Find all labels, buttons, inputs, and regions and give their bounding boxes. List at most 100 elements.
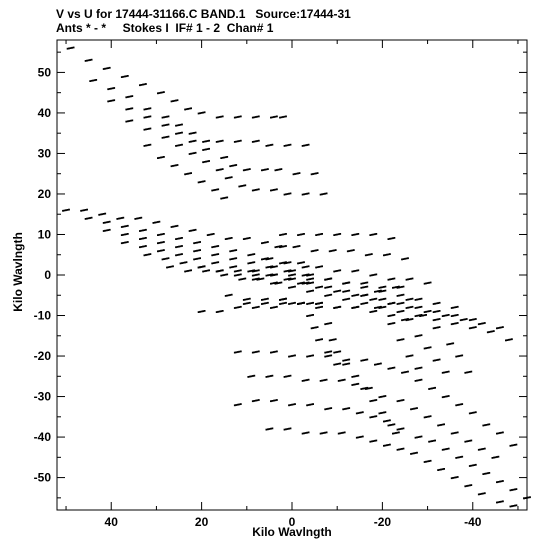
uv-point xyxy=(102,228,111,232)
uv-point xyxy=(437,423,445,427)
uv-point xyxy=(378,395,387,399)
uv-point xyxy=(270,305,278,309)
x-tick-label: 20 xyxy=(195,515,209,529)
uv-point xyxy=(333,305,342,309)
uv-point xyxy=(509,488,518,492)
uv-point xyxy=(256,277,265,281)
uv-point xyxy=(251,269,260,273)
uv-point xyxy=(274,168,283,172)
uv-point xyxy=(98,212,107,216)
uv-point xyxy=(202,139,210,143)
uv-point xyxy=(319,192,328,196)
uv-point xyxy=(283,427,292,431)
uv-point xyxy=(450,314,459,317)
uv-point xyxy=(374,362,382,366)
uv-point xyxy=(505,338,513,342)
uv-point xyxy=(220,156,229,159)
uv-point xyxy=(374,305,382,309)
uv-point xyxy=(66,46,75,50)
uv-point xyxy=(410,407,418,411)
y-tick-label: -50 xyxy=(34,471,52,485)
uv-point xyxy=(211,253,220,257)
uv-point xyxy=(265,427,274,431)
uv-point xyxy=(387,277,396,281)
uv-point xyxy=(509,504,518,508)
uv-point xyxy=(405,297,414,301)
uv-point xyxy=(279,115,287,119)
uv-point xyxy=(378,285,387,289)
chart-title: V vs U for 17444-31166.C BAND.1 Source:1… xyxy=(56,7,351,21)
uv-point xyxy=(496,431,504,435)
uv-point xyxy=(378,411,387,415)
uv-point xyxy=(233,350,242,354)
uv-point xyxy=(242,301,251,305)
uv-point xyxy=(351,382,360,386)
y-tick-label: -10 xyxy=(34,309,52,323)
uv-point xyxy=(184,107,192,111)
uv-point xyxy=(157,241,165,245)
uv-point xyxy=(84,216,93,220)
uv-point xyxy=(423,310,432,313)
x-axis-label: Kilo Wavlngth xyxy=(252,525,332,539)
uv-point xyxy=(197,265,206,269)
uv-point xyxy=(242,297,251,301)
uv-point xyxy=(251,350,260,354)
uv-point xyxy=(306,354,314,358)
uv-point xyxy=(279,301,287,305)
uv-point xyxy=(324,350,333,354)
uv-point xyxy=(383,443,391,447)
uv-point xyxy=(107,99,116,103)
uv-point xyxy=(161,257,170,261)
uv-point xyxy=(188,151,197,155)
uv-point xyxy=(342,358,351,362)
uv-point xyxy=(355,411,364,415)
uv-point xyxy=(157,91,165,95)
uv-point xyxy=(233,139,242,143)
uv-point xyxy=(351,269,360,273)
uv-point xyxy=(279,233,287,236)
uv-point xyxy=(288,301,296,305)
uv-point xyxy=(166,265,174,269)
uv-point xyxy=(328,249,337,253)
uv-point xyxy=(446,342,455,346)
uv-point xyxy=(396,301,405,305)
uv-point xyxy=(455,354,464,358)
uv-point xyxy=(251,305,260,309)
uv-point xyxy=(120,233,129,236)
uv-point xyxy=(288,273,296,277)
uv-point xyxy=(220,196,229,200)
uv-point xyxy=(432,358,441,362)
uv-point xyxy=(455,455,464,459)
uv-point xyxy=(315,233,323,236)
uv-point xyxy=(324,277,333,281)
uv-point xyxy=(482,472,491,475)
uv-point xyxy=(247,253,256,257)
uv-point xyxy=(360,301,369,305)
uv-point xyxy=(396,447,405,451)
uv-point xyxy=(193,257,201,261)
x-tick-label: -20 xyxy=(374,515,392,529)
uv-point xyxy=(396,338,405,342)
uv-point xyxy=(450,431,459,435)
uv-point xyxy=(360,285,369,289)
uv-point xyxy=(188,139,197,143)
uv-point xyxy=(251,139,260,143)
uv-point xyxy=(374,289,382,293)
uv-point xyxy=(396,399,405,403)
uv-point xyxy=(369,297,378,301)
uv-point xyxy=(414,305,423,309)
uv-point xyxy=(351,374,360,378)
uv-point xyxy=(270,399,278,403)
uv-point xyxy=(175,123,183,127)
uv-point xyxy=(270,350,278,354)
uv-point xyxy=(401,370,409,374)
uv-point xyxy=(387,314,396,317)
uv-point xyxy=(288,269,296,273)
y-tick-label: 40 xyxy=(38,106,52,120)
uv-point xyxy=(279,297,287,301)
uv-point xyxy=(509,443,518,447)
uv-point xyxy=(423,346,432,350)
uv-point xyxy=(220,273,229,277)
chart-subtitle: Ants * - * Stokes I IF# 1 - 2 Chan# 1 xyxy=(56,21,274,35)
uv-point xyxy=(297,261,305,265)
